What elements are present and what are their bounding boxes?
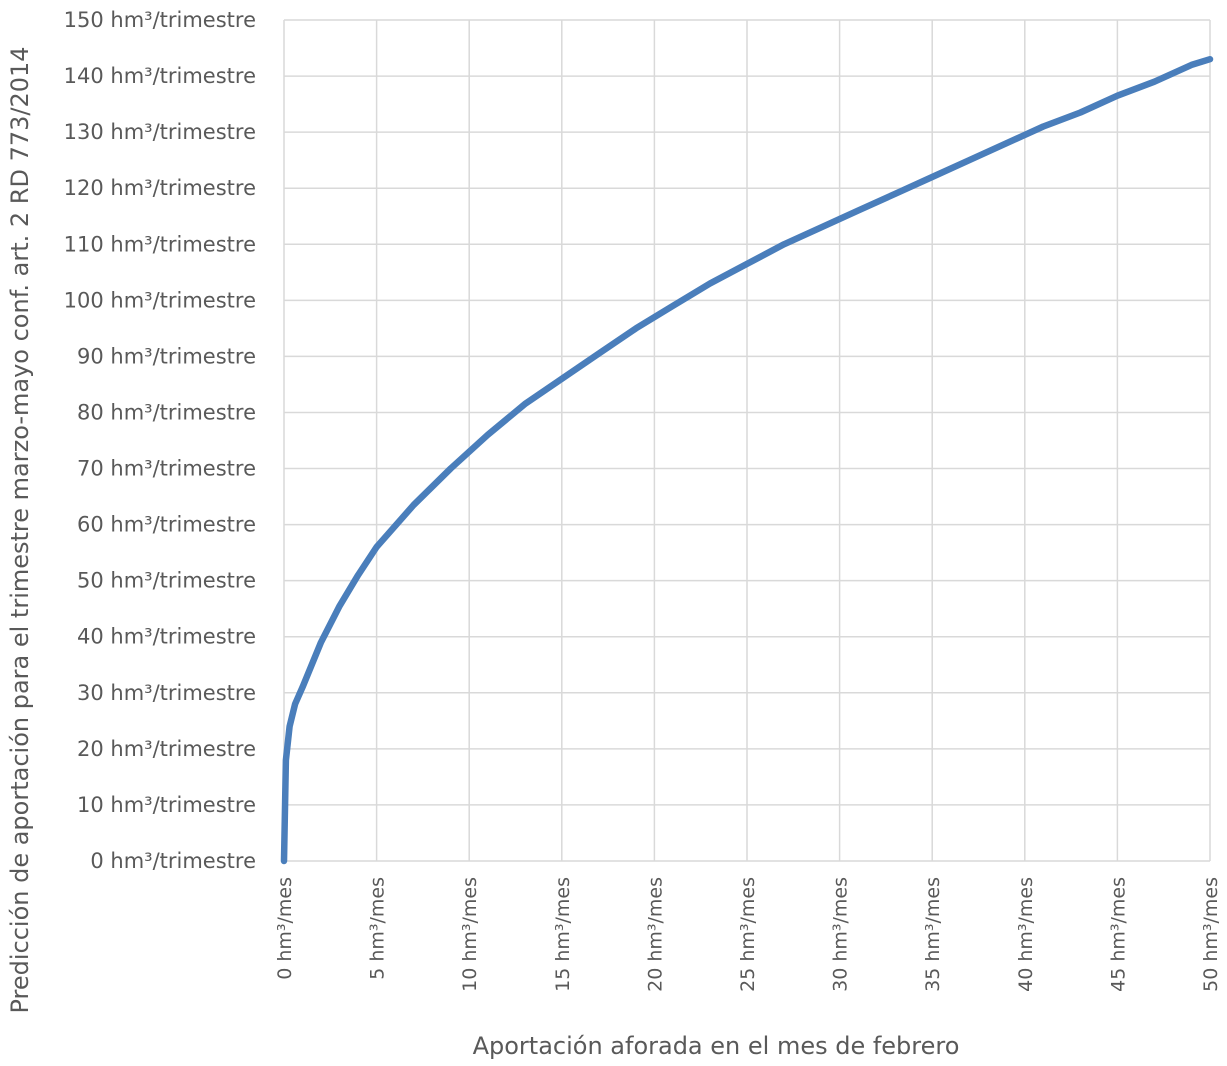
x-tick-label: 35 hm³/mes — [922, 877, 944, 992]
y-tick-label: 40 hm³/trimestre — [77, 625, 256, 649]
x-tick-label: 50 hm³/mes — [1200, 877, 1222, 992]
x-tick-label: 0 hm³/mes — [274, 877, 296, 980]
y-tick-label: 70 hm³/trimestre — [77, 457, 256, 481]
y-tick-label: 50 hm³/trimestre — [77, 569, 256, 593]
series-layer — [280, 55, 1214, 865]
x-tick-label: 10 hm³/mes — [459, 877, 481, 992]
y-tick-label: 150 hm³/trimestre — [64, 8, 256, 32]
y-axis-tick-labels: 0 hm³/trimestre 10 hm³/trimestre 20 hm³/tr… — [64, 8, 256, 873]
gridlines — [283, 19, 1211, 862]
x-axis-title: Aportación aforada en el mes de febrero — [473, 1032, 960, 1060]
y-tick-label: 120 hm³/trimestre — [64, 176, 256, 200]
x-tick-label: 30 hm³/mes — [830, 877, 852, 992]
y-tick-label: 80 hm³/trimestre — [77, 400, 256, 424]
y-tick-label: 30 hm³/trimestre — [77, 681, 256, 705]
x-axis-tick-labels: 0 hm³/mes 5 hm³/mes 10 hm³/mes 15 hm³/mes 20… — [274, 877, 1222, 992]
x-tick-label: 5 hm³/mes — [367, 877, 389, 980]
y-tick-label: 140 hm³/trimestre — [64, 64, 256, 88]
y-tick-label: 10 hm³/trimestre — [77, 793, 256, 817]
x-tick-label: 25 hm³/mes — [737, 877, 759, 992]
x-tick-label: 45 hm³/mes — [1107, 877, 1129, 992]
x-tick-label: 20 hm³/mes — [644, 877, 666, 992]
x-tick-label: 40 hm³/mes — [1015, 877, 1037, 992]
y-tick-label: 20 hm³/trimestre — [77, 737, 256, 761]
y-axis-title: Predicción de aportación para el trimest… — [6, 46, 34, 1013]
y-tick-label: 90 hm³/trimestre — [77, 344, 256, 368]
y-tick-label: 130 hm³/trimestre — [64, 120, 256, 144]
y-tick-label: 100 hm³/trimestre — [64, 288, 256, 312]
y-tick-label: 0 hm³/trimestre — [90, 849, 256, 873]
y-tick-label: 110 hm³/trimestre — [64, 232, 256, 256]
y-tick-label: 60 hm³/trimestre — [77, 513, 256, 537]
x-tick-label: 15 hm³/mes — [552, 877, 574, 992]
series-line — [280, 55, 1214, 865]
